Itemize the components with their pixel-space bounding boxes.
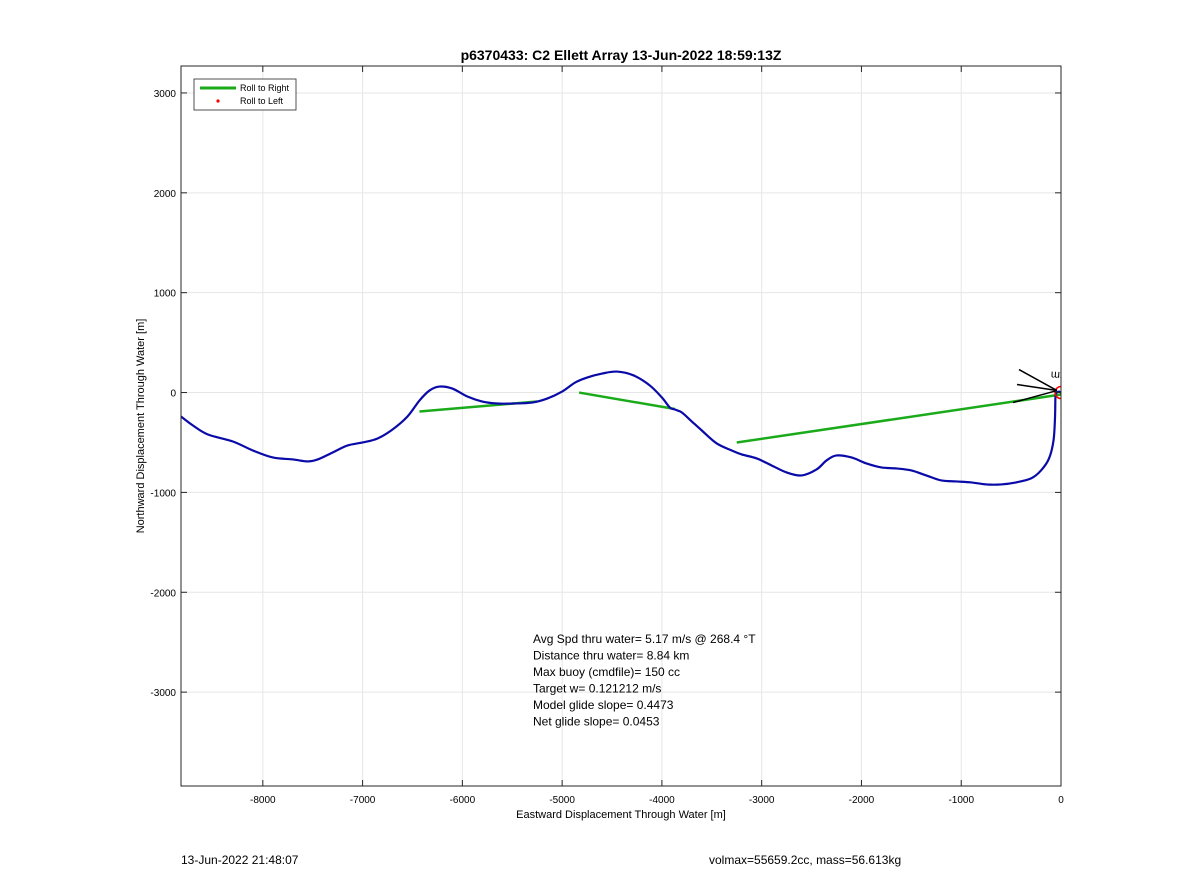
x-tick-label: -8000 [250,795,276,806]
x-tick-label: -5000 [549,795,575,806]
footer-info: volmax=55659.2cc, mass=56.613kg [709,853,902,867]
x-tick-label: -2000 [849,795,875,806]
y-tick-label: 0 [170,389,176,400]
stats-line: Max buoy (cmdfile)= 150 cc [533,665,680,679]
x-tick-label: -4000 [649,795,675,806]
x-tick-label: -1000 [948,795,974,806]
y-axis: -3000 -2000 -1000 0 1000 2000 3000 [150,89,1061,699]
legend: Roll to Right Roll to Left [193,78,297,111]
plot-series: 0.0274m/s for0.47485hr =0.4632km [181,368,1200,486]
y-tick-label: 3000 [154,89,177,100]
grid-lines [181,66,1062,786]
legend-label-roll-right: Roll to Right [240,83,290,93]
current-arrow-head-lower [1012,389,1058,404]
x-axis-label: Eastward Displacement Through Water [m] [516,809,726,821]
chart-title: p6370433: C2 Ellett Array 13-Jun-2022 18… [461,47,782,63]
stats-line: Net glide slope= 0.0453 [533,715,660,729]
x-tick-label: -7000 [350,795,376,806]
x-tick-label: 0 [1058,795,1064,806]
stats-block: Avg Spd thru water= 5.17 m/s @ 268.4 °T D… [533,632,756,729]
current-annotation: 0.0274m/s for0.47485hr =0.4632km [1051,369,1200,390]
legend-dot-roll-left [216,99,220,103]
current-arrow-shaft [1016,383,1058,392]
y-tick-label: -1000 [150,488,176,499]
y-tick-label: -3000 [150,688,176,699]
track-line [181,370,1061,486]
axes-box [180,65,1062,787]
y-axis-label: Northward Displacement Through Water [m] [135,319,147,534]
stats-line: Target w= 0.121212 m/s [533,682,661,696]
stats-line: Model glide slope= 0.4473 [533,698,674,712]
legend-label-roll-left: Roll to Left [240,96,284,106]
y-tick-label: -2000 [150,588,176,599]
y-tick-label: 2000 [154,189,177,200]
stats-line: Avg Spd thru water= 5.17 m/s @ 268.4 °T [533,632,756,646]
roll-right-segment [736,393,1061,444]
x-tick-label: -6000 [450,795,476,806]
stats-line: Distance thru water= 8.84 km [533,649,689,663]
y-tick-label: 1000 [154,289,177,300]
x-axis: -8000 -7000 -6000 -5000 -4000 -3000 -2000 -1000… [250,66,1064,806]
x-tick-label: -3000 [749,795,775,806]
roll-right-segment [578,391,676,411]
legend-box [193,78,297,111]
footer-timestamp: 13-Jun-2022 21:48:07 [181,853,299,867]
current-arrow-head-upper [1018,368,1058,392]
